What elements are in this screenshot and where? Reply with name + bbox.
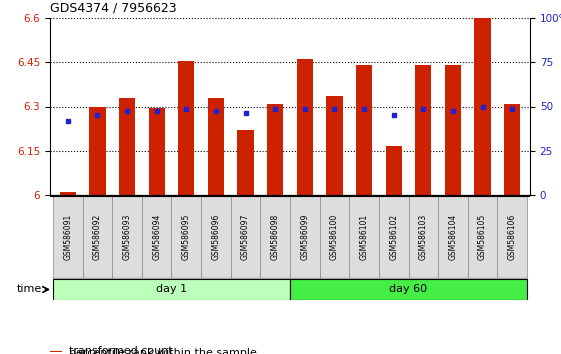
Text: GSM586097: GSM586097 <box>241 214 250 260</box>
Bar <box>53 196 82 278</box>
Text: GSM586104: GSM586104 <box>448 214 457 260</box>
Bar <box>327 96 343 195</box>
Bar <box>320 196 350 278</box>
Bar <box>59 192 76 195</box>
Bar <box>178 61 195 195</box>
Text: GSM586095: GSM586095 <box>182 214 191 260</box>
Bar <box>260 196 290 278</box>
Bar <box>297 59 313 195</box>
Bar <box>290 196 320 278</box>
Text: GSM586105: GSM586105 <box>478 214 487 260</box>
Bar <box>498 196 527 278</box>
Text: GSM586101: GSM586101 <box>360 214 369 260</box>
Bar <box>237 130 254 195</box>
Bar <box>468 196 498 278</box>
Bar <box>415 65 431 195</box>
Text: GSM586094: GSM586094 <box>152 214 161 260</box>
Bar <box>385 146 402 195</box>
Bar <box>504 104 521 195</box>
Text: percentile rank within the sample: percentile rank within the sample <box>69 348 257 354</box>
Text: GSM586099: GSM586099 <box>300 214 309 260</box>
Text: GSM586092: GSM586092 <box>93 214 102 260</box>
Bar <box>408 196 438 278</box>
Bar <box>201 196 231 278</box>
Bar <box>231 196 260 278</box>
Bar <box>445 65 461 195</box>
Bar <box>356 65 372 195</box>
Text: GSM586100: GSM586100 <box>330 214 339 260</box>
Text: GSM586091: GSM586091 <box>63 214 72 260</box>
Text: GDS4374 / 7956623: GDS4374 / 7956623 <box>50 1 177 15</box>
Bar <box>112 196 142 278</box>
Bar <box>53 279 290 300</box>
Text: day 60: day 60 <box>389 285 427 295</box>
Bar <box>142 196 172 278</box>
Text: transformed count: transformed count <box>69 346 173 354</box>
Text: GSM586102: GSM586102 <box>389 214 398 260</box>
Bar <box>379 196 408 278</box>
Bar <box>267 104 283 195</box>
Bar <box>438 196 468 278</box>
Text: day 1: day 1 <box>156 285 187 295</box>
Bar <box>119 98 135 195</box>
Text: GSM586098: GSM586098 <box>271 214 280 260</box>
Bar <box>50 351 62 352</box>
Text: GSM586096: GSM586096 <box>211 214 220 260</box>
Bar <box>172 196 201 278</box>
Bar <box>82 196 112 278</box>
Text: GSM586093: GSM586093 <box>122 214 131 260</box>
Bar <box>290 279 527 300</box>
Text: GSM586103: GSM586103 <box>419 214 428 260</box>
Text: GSM586106: GSM586106 <box>508 214 517 260</box>
Bar <box>89 107 105 195</box>
Bar <box>475 18 491 195</box>
Bar <box>149 108 165 195</box>
Bar <box>350 196 379 278</box>
Bar <box>208 98 224 195</box>
Text: time: time <box>16 285 42 295</box>
